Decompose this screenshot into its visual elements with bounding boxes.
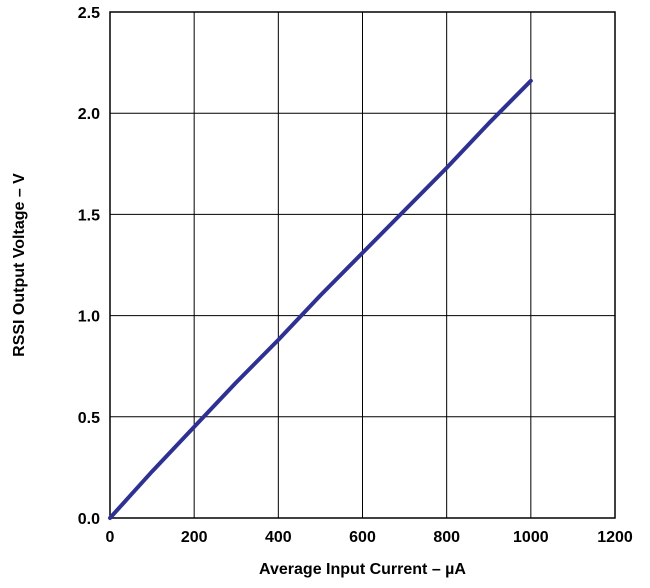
- y-tick-label: 0.0: [78, 511, 100, 528]
- y-tick-label: 1.0: [78, 309, 100, 326]
- x-tick-label: 400: [265, 529, 292, 546]
- plot-area-frame: [109, 11, 616, 519]
- y-tick-label: 2.5: [78, 5, 100, 22]
- x-tick-label: 200: [181, 529, 208, 546]
- x-tick-labels: 0 200 400 600 800 1000 1200: [106, 529, 633, 546]
- y-tick-labels: 0.0 0.5 1.0 1.5 2.0 2.5: [78, 5, 100, 528]
- y-tick-label: 2.0: [78, 106, 100, 123]
- x-tick-label: 800: [433, 529, 460, 546]
- y-axis-label: RSSI Output Voltage – V: [11, 173, 28, 357]
- x-tick-label: 1200: [597, 529, 633, 546]
- grid-lines: [110, 12, 615, 518]
- y-tick-label: 0.5: [78, 410, 100, 427]
- x-tick-label: 0: [106, 529, 115, 546]
- x-tick-label: 1000: [513, 529, 549, 546]
- y-tick-label: 1.5: [78, 207, 100, 224]
- x-tick-label: 600: [349, 529, 376, 546]
- x-axis-label: Average Input Current – µA: [259, 561, 466, 578]
- series-layer: [108, 78, 533, 520]
- series-line-0: [108, 78, 533, 520]
